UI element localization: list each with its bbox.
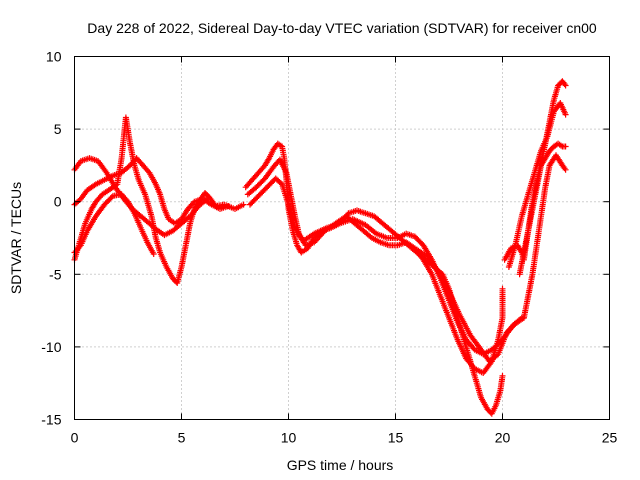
x-tick-label: 5	[178, 430, 186, 446]
series-8	[413, 246, 527, 365]
series-3	[71, 155, 211, 239]
data-point	[150, 251, 157, 257]
data-point	[562, 111, 569, 118]
series-12	[520, 152, 569, 321]
plot-frame	[74, 56, 610, 420]
x-tick-label: 25	[602, 430, 618, 446]
y-tick-label: 5	[54, 121, 62, 137]
x-tick-label: 20	[495, 430, 511, 446]
series-7	[247, 175, 525, 358]
data-point	[562, 143, 569, 150]
x-tick-label: 15	[388, 430, 404, 446]
series-2	[71, 155, 232, 227]
data-point	[240, 201, 247, 208]
grid	[74, 56, 610, 420]
y-tick-label: -10	[41, 339, 61, 355]
data-point	[225, 203, 232, 210]
chart-title: Day 228 of 2022, Sidereal Day-to-day VTE…	[87, 20, 597, 36]
data-point	[204, 195, 211, 202]
data-point	[562, 82, 569, 89]
y-tick-labels: -15 -10 -5 0 5 10	[41, 49, 61, 428]
x-tick-label: 0	[71, 430, 79, 446]
axis-ticks	[74, 56, 610, 420]
y-tick-label: -5	[49, 266, 62, 282]
y-tick-label: 10	[46, 49, 62, 65]
y-tick-label: -15	[41, 412, 61, 428]
x-tick-label: 10	[281, 430, 297, 446]
series-4	[71, 191, 157, 257]
y-tick-label: 0	[54, 194, 62, 210]
x-tick-labels: 0 5 10 15 20 25	[71, 430, 618, 446]
data-point	[499, 285, 506, 292]
series-11	[516, 140, 569, 278]
data-point	[562, 166, 569, 173]
y-axis-label: SDTVAR / TECUs	[8, 182, 24, 294]
data-series	[71, 78, 569, 417]
data-point	[499, 372, 506, 379]
x-axis-label: GPS time / hours	[287, 457, 394, 473]
